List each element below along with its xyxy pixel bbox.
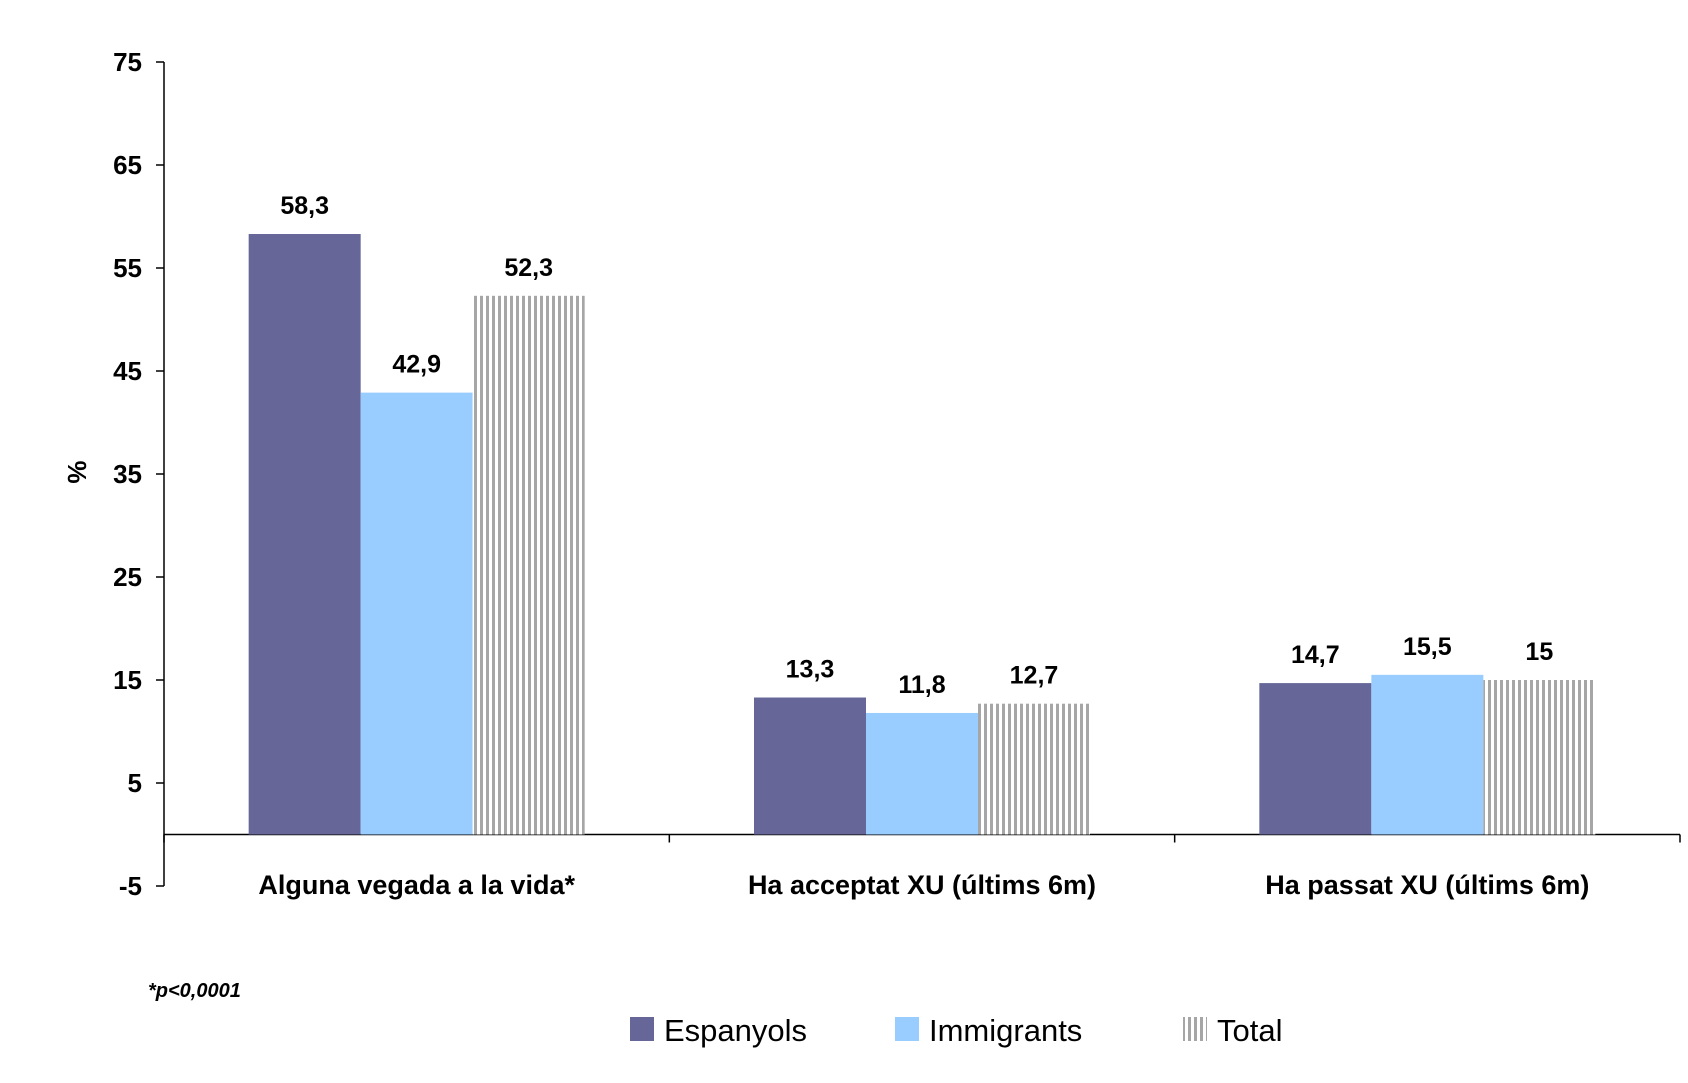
bar-immigrants [360, 392, 473, 835]
legend-label: Espanyols [664, 1013, 807, 1048]
x-category-label: Ha passat XU (últims 6m) [1265, 870, 1589, 900]
y-tick-label: 45 [113, 356, 142, 386]
y-tick-label: -5 [119, 871, 142, 901]
data-label: 11,8 [898, 671, 945, 699]
footnote: *p<0,0001 [148, 980, 241, 1002]
data-label: 14,7 [1291, 641, 1340, 669]
legend-swatch-immigrants [895, 1017, 919, 1041]
legend: Espanyols Immigrants Total [630, 1013, 1282, 1048]
y-tick-label: 35 [113, 459, 142, 489]
y-tick-label: 15 [113, 665, 142, 695]
data-label: 58,3 [280, 192, 329, 220]
y-tick-label: 55 [113, 253, 142, 283]
y-tick-label: 65 [113, 150, 142, 180]
legend-label: Immigrants [929, 1013, 1082, 1048]
y-tick-label: 5 [128, 768, 142, 798]
bar-total [472, 295, 585, 835]
bars [248, 234, 1596, 835]
bar-immigrants [1371, 674, 1484, 835]
y-tick-label: 25 [113, 562, 142, 592]
data-label: 15 [1525, 638, 1553, 666]
legend-swatch-espanyols [630, 1017, 654, 1041]
legend-swatch-total [1183, 1017, 1207, 1041]
bar-espanyols [248, 234, 361, 835]
bar-immigrants [866, 712, 978, 835]
bar-total [1483, 680, 1596, 835]
data-label: 12,7 [1010, 662, 1059, 690]
y-tick-label: 75 [113, 47, 142, 77]
data-labels: 58,3 13,3 14,7 42,9 11,8 15,5 52,3 12,7 15 [280, 192, 1553, 699]
data-label: 42,9 [392, 351, 441, 379]
x-category-label: Alguna vegada a la vida* [258, 870, 575, 900]
data-label: 13,3 [786, 656, 835, 684]
y-axis-title: % [62, 460, 92, 483]
bar-espanyols [754, 697, 866, 835]
data-label: 15,5 [1403, 633, 1452, 661]
axes: 75 65 55 45 35 25 15 5 -5 Alguna vegada a la vida… [113, 47, 1681, 901]
bar-espanyols [1259, 683, 1372, 835]
legend-label: Total [1217, 1013, 1282, 1048]
data-label: 52,3 [504, 254, 553, 282]
bar-total [978, 703, 1090, 835]
x-category-label: Ha acceptat XU (últims 6m) [748, 870, 1096, 900]
